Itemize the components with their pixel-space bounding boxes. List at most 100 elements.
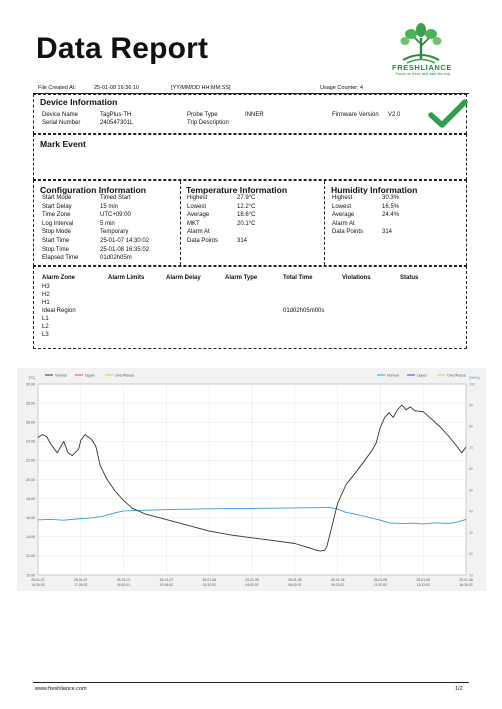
legend-label: Upper <box>417 373 428 377</box>
y-tick-right: 10 <box>469 573 473 577</box>
tree-logo-icon <box>400 23 442 64</box>
x-tick-time: 04:52:02 <box>245 583 258 587</box>
y-tick-left: 10.00 <box>26 573 35 577</box>
temperature-row-label: Average <box>187 212 210 219</box>
temperature-row-label: Lowest <box>187 203 207 210</box>
config-row-label: Start Mode <box>42 195 72 201</box>
temperature-row-value: 18.6°C <box>237 212 256 219</box>
section-divider-1 <box>180 181 181 265</box>
y-tick-left: 14.00 <box>26 535 35 539</box>
temperature-row-value: 20.1°C <box>237 220 256 227</box>
y-tick-right: 70 <box>469 446 473 450</box>
x-tick-time: 19:18:02 <box>160 583 173 587</box>
alarm-zone-label: L2 <box>42 324 49 330</box>
alarm-zone-label: H2 <box>42 292 50 298</box>
y-tick-left: 12.00 <box>26 554 35 558</box>
y-tick-left: 24.00 <box>26 440 35 444</box>
header-divider <box>33 93 469 94</box>
temperature-row-label: MKT <box>187 220 200 227</box>
y-tick-left: 26.00 <box>26 421 35 425</box>
left-axis-unit: (°C) <box>29 376 35 380</box>
x-tick-time: 06:02:02 <box>288 583 301 587</box>
file-created-value: 25-01-08 16:36:10 <box>94 85 139 91</box>
temperature-heading: Temperature Information <box>186 185 288 195</box>
temperature-row-label: Alarm At <box>187 229 210 236</box>
y-tick-right: 40 <box>469 510 473 514</box>
probe-type-label: Probe Type <box>187 112 218 118</box>
temperature-series-line <box>37 404 467 552</box>
humidity-row-value: 30.3% <box>382 195 400 201</box>
config-row-value: UTC+09:00 <box>100 212 131 219</box>
config-row-value: 15 min <box>100 203 119 210</box>
trip-description-label: Trip Description <box>187 120 229 126</box>
x-tick-date: 25-01-08 <box>416 578 430 582</box>
footer-website[interactable]: www.freshliance.com <box>35 686 87 692</box>
legend-label: Over/Pause <box>115 373 134 377</box>
config-row-value: 5 min <box>100 220 115 227</box>
x-tick-time: 13:32:02 <box>417 583 430 587</box>
chart-area: 30.00 28.00 26.00 24.00 22.00 20.00 18.00 16.00… <box>17 368 486 591</box>
humidity-row-label: Highest <box>332 195 353 201</box>
x-tick-date: 25-01-08 <box>459 578 473 582</box>
x-tick-date: 25-01-07 <box>160 578 174 582</box>
alarm-table-box <box>33 266 467 349</box>
alarm-column-header: Alarm Zone <box>42 275 76 281</box>
alarm-zone-label: L1 <box>42 316 49 322</box>
y-tick-right: 60 <box>469 467 473 471</box>
x-tick-time: 14:30:02 <box>31 583 44 587</box>
x-tick-time: 11:32:02 <box>374 583 387 587</box>
device-info-heading: Device Information <box>40 97 118 107</box>
temperature-row-value: 314 <box>237 238 248 244</box>
page-title: Data Report <box>36 32 209 65</box>
y-tick-left: 30.00 <box>26 382 35 386</box>
x-tick-date: 25-01-07 <box>31 578 45 582</box>
y-tick-left: 20.00 <box>26 478 35 482</box>
section-divider-2 <box>324 181 325 265</box>
y-tick-right: 20 <box>469 552 473 556</box>
x-tick-date: 25-01-08 <box>202 578 216 582</box>
config-row-value: Temporary <box>100 229 129 236</box>
brand-name: FRESHLIANCE <box>392 63 452 72</box>
y-tick-left: 18.00 <box>26 497 35 501</box>
x-tick-date: 25-01-07 <box>74 578 88 582</box>
check-mark-icon <box>428 98 468 130</box>
humidity-row-value: 24.4% <box>382 212 400 219</box>
temperature-row-value: 27.9°C <box>237 195 256 201</box>
config-row-label: Time Zone <box>42 212 71 219</box>
x-tick-date: 25-01-08 <box>374 578 388 582</box>
x-tick-time: 16:52:01 <box>117 583 130 587</box>
usage-counter: Usage Counter: 4 <box>320 85 364 91</box>
serial-number-label: Serial Number <box>42 120 81 126</box>
config-row-value: 25-01-08 16:35:02 <box>100 246 150 253</box>
config-row-label: Start Time <box>42 238 70 244</box>
device-information-box <box>33 94 467 134</box>
temperature-row-label: Highest <box>187 195 208 201</box>
humidity-row-label: Data Points <box>332 229 364 236</box>
alarm-column-header: Total Time <box>283 275 313 281</box>
right-axis-unit: (RH%) <box>469 376 480 380</box>
config-row-label: Elapsed Time <box>42 255 79 262</box>
alarm-zone-label: L3 <box>42 332 49 338</box>
alarm-column-header: Status <box>400 275 419 281</box>
ideal-region-total-time: 01d02h05m00s <box>283 308 325 314</box>
alarm-zone-label: H3 <box>42 284 50 290</box>
alarm-column-header: Alarm Limits <box>108 275 145 281</box>
x-tick-time: 09:32:02 <box>331 583 344 587</box>
x-tick-time: 02:32:02 <box>203 583 216 587</box>
humidity-row-label: Average <box>332 212 355 219</box>
x-tick-date: 25-01-08 <box>288 578 302 582</box>
config-row-value: 01d02h05m <box>100 255 132 262</box>
y-tick-left: 28.00 <box>26 401 35 405</box>
humidity-row-label: Alarm At <box>332 220 355 227</box>
footer-divider <box>33 682 469 683</box>
firmware-version-label: Firmware Version <box>332 112 379 118</box>
humidity-row-value: 16.5% <box>382 203 400 210</box>
y-tick-right: 80 <box>469 425 473 429</box>
mark-event-heading: Mark Event <box>40 139 86 149</box>
x-tick-date: 25-01-07 <box>117 578 131 582</box>
device-name-label: Device Name <box>42 112 79 118</box>
temperature-humidity-chart: 30.00 28.00 26.00 24.00 22.00 20.00 18.00 16.00… <box>26 373 480 587</box>
configuration-heading: Configuration Information <box>40 185 146 195</box>
temperature-row-label: Data Points <box>187 238 219 244</box>
alarm-zone-label: H1 <box>42 300 50 306</box>
